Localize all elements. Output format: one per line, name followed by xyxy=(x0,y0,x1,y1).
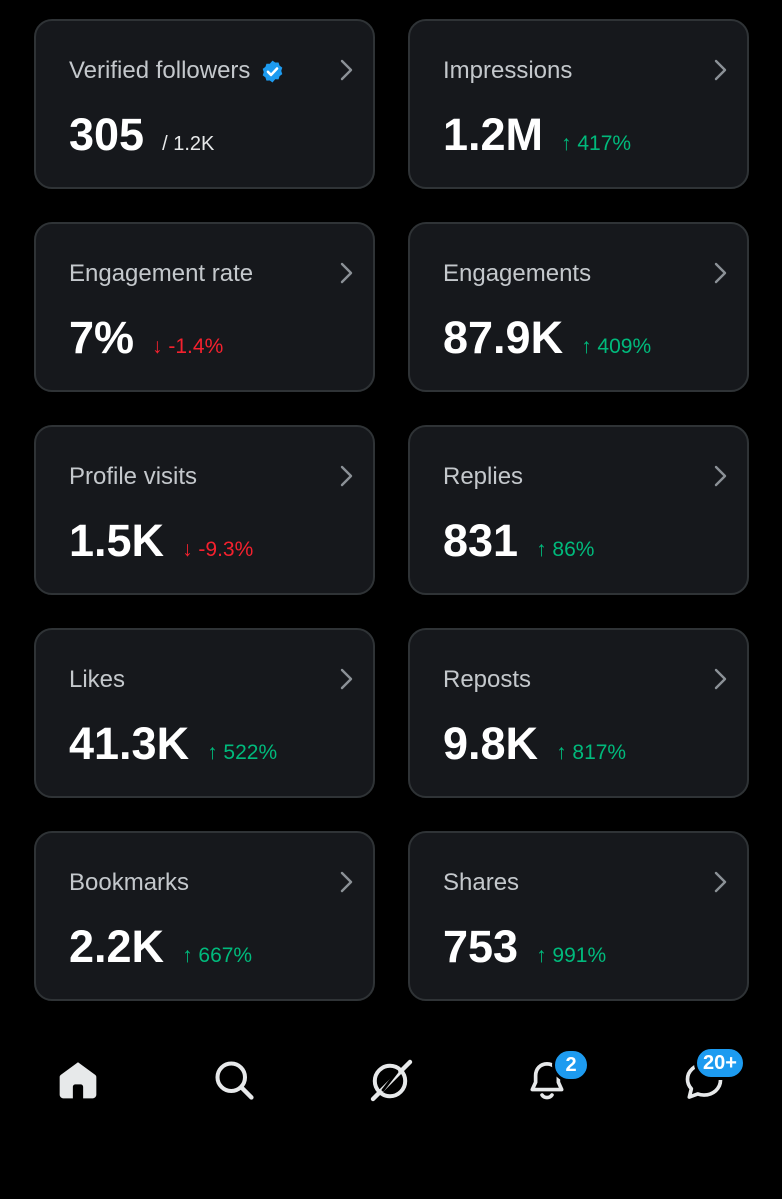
nav-search[interactable] xyxy=(208,1054,260,1106)
metric-value: 831 xyxy=(443,515,519,566)
value-row: 831 ↑ 86% xyxy=(443,515,594,567)
card-replies[interactable]: Replies 831 ↑ 86% xyxy=(408,425,749,595)
metric-value: 7% xyxy=(69,312,135,363)
notification-badge: 2 xyxy=(552,1048,590,1082)
value-row: 41.3K ↑ 522% xyxy=(69,718,277,770)
metric-change: ↑ 817% xyxy=(556,741,627,764)
metric-change: ↑ 522% xyxy=(207,741,278,764)
metric-change: ↑ 991% xyxy=(536,944,607,967)
grok-icon xyxy=(370,1059,413,1102)
value-row: 1.2M ↑ 417% xyxy=(443,109,631,161)
messages-badge: 20+ xyxy=(694,1046,746,1080)
chevron-right-icon xyxy=(714,668,727,690)
chevron-right-icon xyxy=(340,262,353,284)
card-title: Likes xyxy=(69,666,126,693)
metric-change: ↑ 417% xyxy=(561,132,632,155)
card-profile-visits[interactable]: Profile visits 1.5K ↓ -9.3% xyxy=(34,425,375,595)
card-likes[interactable]: Likes 41.3K ↑ 522% xyxy=(34,628,375,798)
chevron-right-icon xyxy=(340,465,353,487)
card-title: Engagements xyxy=(443,260,592,287)
card-title-wrap: Verified followers xyxy=(69,57,285,85)
metric-value: 41.3K xyxy=(69,718,190,769)
value-row: 7% ↓ -1.4% xyxy=(69,312,223,364)
chevron-right-icon xyxy=(714,59,727,81)
metric-value: 87.9K xyxy=(443,312,564,363)
metric-value: 305 xyxy=(69,109,145,160)
search-icon xyxy=(215,1061,254,1100)
verified-badge-icon xyxy=(263,60,283,82)
value-row: 9.8K ↑ 817% xyxy=(443,718,626,770)
metrics-grid: Verified followers 305 / 1.2K Impression… xyxy=(34,19,749,1001)
value-row: 753 ↑ 991% xyxy=(443,921,606,973)
nav-messages[interactable]: 20+ xyxy=(678,1046,746,1106)
metric-change: ↑ 667% xyxy=(182,944,253,967)
bottom-nav: 2 20+ xyxy=(0,1040,782,1120)
nav-notifications[interactable]: 2 xyxy=(521,1048,590,1106)
card-engagement-rate[interactable]: Engagement rate 7% ↓ -1.4% xyxy=(34,222,375,392)
nav-home[interactable] xyxy=(52,1054,104,1106)
card-title: Shares xyxy=(443,869,520,896)
metric-total: / 1.2K xyxy=(162,133,215,155)
chevron-right-icon xyxy=(340,59,353,81)
card-title: Impressions xyxy=(443,57,573,84)
metric-value: 9.8K xyxy=(443,718,539,769)
chevron-right-icon xyxy=(714,871,727,893)
card-reposts[interactable]: Reposts 9.8K ↑ 817% xyxy=(408,628,749,798)
card-title: Bookmarks xyxy=(69,869,190,896)
card-engagements[interactable]: Engagements 87.9K ↑ 409% xyxy=(408,222,749,392)
metric-change: ↓ -1.4% xyxy=(152,335,224,358)
chevron-right-icon xyxy=(714,262,727,284)
value-row: 2.2K ↑ 667% xyxy=(69,921,252,973)
card-title: Profile visits xyxy=(69,463,198,490)
metric-value: 753 xyxy=(443,921,519,972)
metric-value: 1.2M xyxy=(443,109,544,160)
metric-change: ↑ 86% xyxy=(536,538,595,561)
card-verified-followers[interactable]: Verified followers 305 / 1.2K xyxy=(34,19,375,189)
home-icon xyxy=(59,1062,97,1099)
value-row: 87.9K ↑ 409% xyxy=(443,312,651,364)
value-row: 305 / 1.2K xyxy=(69,109,214,161)
chevron-right-icon xyxy=(714,465,727,487)
card-impressions[interactable]: Impressions 1.2M ↑ 417% xyxy=(408,19,749,189)
nav-grok[interactable] xyxy=(365,1054,417,1106)
card-title: Reposts xyxy=(443,666,532,693)
card-title: Engagement rate xyxy=(69,260,254,287)
metric-value: 2.2K xyxy=(69,921,165,972)
value-row: 1.5K ↓ -9.3% xyxy=(69,515,253,567)
chevron-right-icon xyxy=(340,871,353,893)
chevron-right-icon xyxy=(340,668,353,690)
metric-change: ↑ 409% xyxy=(581,335,652,358)
metric-value: 1.5K xyxy=(69,515,165,566)
card-shares[interactable]: Shares 753 ↑ 991% xyxy=(408,831,749,1001)
card-title: Verified followers xyxy=(69,57,251,84)
card-bookmarks[interactable]: Bookmarks 2.2K ↑ 667% xyxy=(34,831,375,1001)
metric-change: ↓ -9.3% xyxy=(182,538,254,561)
card-title: Replies xyxy=(443,463,524,490)
